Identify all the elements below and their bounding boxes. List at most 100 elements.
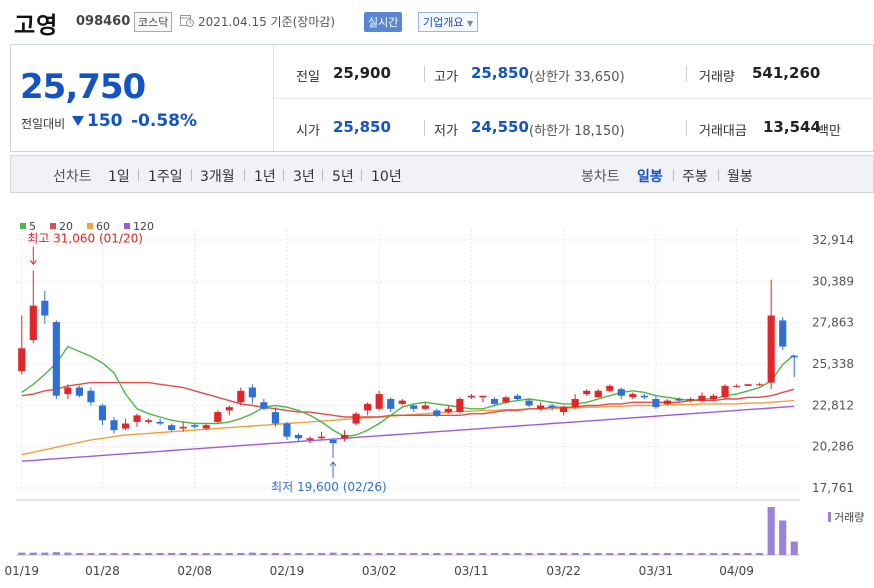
- volume-bar: [248, 552, 256, 555]
- period-1w-button[interactable]: 1주일: [148, 169, 183, 185]
- volume-bar: [744, 553, 752, 555]
- volume-bar: [375, 553, 383, 555]
- amount-unit: 백만: [817, 124, 841, 139]
- volume-bar: [606, 553, 614, 555]
- volume-bar: [629, 553, 637, 555]
- line-chart-label: 선차트: [53, 169, 92, 185]
- daily-candle-button[interactable]: 일봉: [637, 169, 663, 185]
- current-price-box: 25,750 전일대비 150 -0.58%: [11, 45, 274, 151]
- candle-body: [283, 423, 291, 437]
- volume-bar: [133, 553, 141, 555]
- volume-bar: [490, 553, 499, 555]
- candlesticks: [18, 270, 798, 458]
- period-3y-button[interactable]: 3년: [293, 169, 315, 185]
- lower-limit: (하한가 18,150): [529, 124, 625, 139]
- volume-bar: [733, 553, 741, 555]
- low-arrow: [329, 461, 337, 478]
- candle-body: [87, 390, 95, 403]
- divider: [361, 169, 362, 181]
- volume-bar: [686, 553, 695, 555]
- volume-bar: [640, 553, 648, 555]
- candle-body: [733, 385, 741, 387]
- candle-body: [617, 389, 625, 396]
- candle-body: [698, 395, 706, 401]
- period-10y-button[interactable]: 10년: [371, 169, 402, 185]
- volume-bar: [341, 553, 349, 555]
- volume-bar: [237, 553, 245, 555]
- candle-body: [191, 425, 199, 427]
- candle-body: [502, 397, 510, 403]
- volume-bar: [283, 553, 291, 555]
- volume-bar: [617, 553, 625, 555]
- candle-body: [790, 355, 798, 358]
- candle-body: [75, 387, 83, 396]
- volume-bar: [29, 552, 37, 555]
- period-3m-button[interactable]: 3개월: [200, 169, 235, 185]
- volume-bar: [444, 553, 452, 555]
- candle-body: [248, 387, 256, 398]
- volume-bar: [456, 553, 464, 555]
- volume-bar: [52, 552, 60, 555]
- candle-body: [560, 407, 568, 413]
- stock-code: 098460: [76, 14, 131, 29]
- volume-bar: [364, 553, 372, 555]
- candle-body: [294, 434, 303, 439]
- weekly-candle-button[interactable]: 주봉: [682, 169, 708, 185]
- candle-body: [110, 420, 118, 431]
- volume-bar: [467, 553, 475, 555]
- y-tick-label: 27,863: [812, 316, 854, 330]
- company-info-dropdown[interactable]: 기업개요 ▼: [418, 12, 479, 32]
- stock-header: 고영 098460 코스닥 2021.04.15 기준(장마감) 실시간 기업개…: [0, 0, 874, 44]
- change-value: 150: [87, 111, 123, 131]
- amount-label: 거래대금: [699, 124, 747, 139]
- high-arrow: [29, 246, 37, 266]
- candle-body: [18, 348, 26, 372]
- volume-bar: [583, 553, 591, 555]
- candle-body: [456, 398, 464, 413]
- monthly-candle-button[interactable]: 월봉: [727, 169, 753, 185]
- ma120-line: [21, 405, 795, 462]
- stock-name: 고영: [14, 13, 59, 39]
- y-tick-label: 32,914: [812, 233, 854, 247]
- candle-body: [237, 390, 245, 403]
- candle-body: [341, 434, 349, 439]
- divider: [244, 169, 245, 181]
- candle-body: [225, 407, 233, 411]
- chart-legend: 5 20 60 120: [20, 220, 154, 233]
- low-annotation: 최저 19,600 (02/26): [271, 480, 387, 494]
- period-1y-button[interactable]: 1년: [254, 169, 276, 185]
- y-tick-label: 17,761: [812, 481, 854, 495]
- period-5y-button[interactable]: 5년: [332, 169, 354, 185]
- legend-swatch: [124, 223, 130, 229]
- legend-label: 20: [59, 220, 73, 233]
- open-value: 25,850: [333, 118, 391, 136]
- high-value: 25,850: [471, 64, 529, 82]
- volume-bar: [145, 553, 153, 555]
- period-1d-button[interactable]: 1일: [108, 169, 130, 185]
- volume-bar: [87, 553, 95, 555]
- legend-label: 60: [96, 220, 110, 233]
- calendar-clock-icon: [180, 15, 194, 27]
- divider: [686, 66, 687, 82]
- candle-body: [271, 412, 279, 424]
- volume-bar: [398, 553, 406, 555]
- divider: [322, 169, 323, 181]
- divider: [424, 120, 425, 136]
- candle-body: [98, 405, 107, 421]
- y-tick-label: 20,286: [812, 440, 854, 454]
- candle-body: [444, 408, 452, 413]
- candle-body: [375, 394, 383, 409]
- candle-body: [686, 398, 695, 401]
- realtime-button[interactable]: 실시간: [364, 12, 403, 32]
- volume-bar: [168, 553, 176, 555]
- volume-bar: [537, 553, 545, 555]
- volume-bar: [652, 553, 660, 555]
- volume-bar: [560, 553, 568, 555]
- volume-bar: [779, 520, 787, 555]
- candle-body: [352, 413, 360, 424]
- low-label: 저가: [434, 124, 458, 139]
- volume-bar: [121, 553, 130, 555]
- candle-body: [179, 426, 187, 429]
- candle-body: [410, 405, 418, 409]
- volume-bar: [594, 553, 602, 555]
